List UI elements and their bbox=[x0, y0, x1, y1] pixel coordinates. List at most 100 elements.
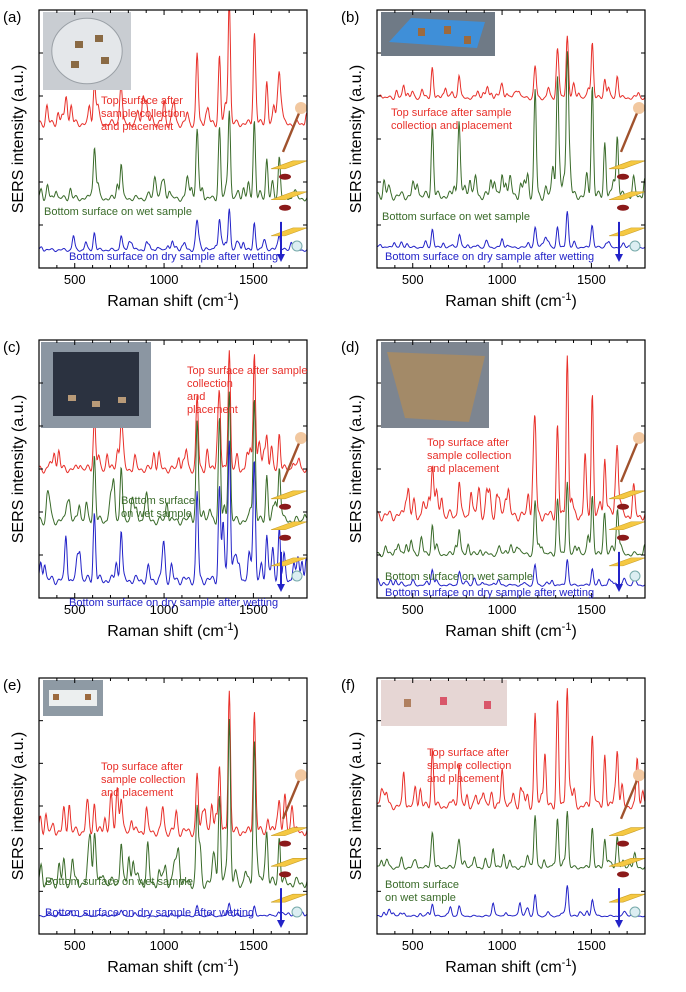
swab-stick bbox=[619, 442, 639, 483]
y-axis-label: SERS intensity (a.u.) bbox=[348, 395, 365, 544]
sample-drop bbox=[617, 840, 629, 847]
annotation-wet: on wet sample bbox=[121, 508, 192, 520]
x-axis-label-end: ) bbox=[571, 623, 576, 640]
series-wet-line bbox=[377, 811, 645, 870]
substrate-sheet bbox=[270, 521, 308, 531]
x-axis-label: Raman shift (cm-1) bbox=[107, 621, 239, 640]
sampling-schematic bbox=[608, 432, 646, 592]
annotation-wet: Bottom surface on wet sample bbox=[45, 876, 193, 888]
panel-label: (d) bbox=[341, 339, 359, 356]
x-tick-label: 1000 bbox=[150, 272, 179, 287]
series-wet-line bbox=[377, 51, 645, 202]
annotation-top: and placement bbox=[427, 773, 499, 785]
substrate-piece bbox=[85, 694, 91, 700]
sampling-schematic bbox=[608, 102, 646, 262]
panel-label: (f) bbox=[341, 677, 355, 694]
annotation-top: Top surface after bbox=[101, 761, 183, 773]
annotation-wet: Bottom surface on wet sample bbox=[385, 571, 533, 583]
substrate-piece bbox=[440, 697, 447, 705]
annotation-top: and placement bbox=[101, 121, 173, 133]
annotation-top: and bbox=[187, 391, 205, 403]
annotation-top: sample collection bbox=[101, 774, 185, 786]
substrate-piece bbox=[71, 61, 79, 68]
sample-photo bbox=[41, 342, 151, 428]
substrate-sheet bbox=[608, 827, 646, 836]
x-axis-label-main: Raman shift (cm bbox=[107, 959, 223, 976]
sample-photo bbox=[43, 680, 103, 716]
sample-drop bbox=[279, 840, 291, 847]
x-tick-label: 500 bbox=[402, 272, 424, 287]
sample-photo bbox=[381, 342, 489, 428]
x-axis-label-end: ) bbox=[233, 293, 238, 310]
substrate-sheet bbox=[608, 160, 646, 170]
petri-dish bbox=[51, 17, 123, 85]
x-axis-label: Raman shift (cm-1) bbox=[445, 291, 577, 310]
annotation-dry: Bottom surface on dry sample after wetti… bbox=[45, 907, 254, 919]
substrate-piece bbox=[404, 699, 411, 707]
x-axis-label-sup: -1 bbox=[562, 291, 572, 303]
wetting-arrowhead bbox=[615, 584, 623, 592]
annotation-dry: Bottom surface on dry sample after wetti… bbox=[385, 587, 594, 599]
series-dry-line bbox=[377, 211, 645, 249]
annotation-top: Top surface after bbox=[101, 95, 183, 107]
stone-sample bbox=[387, 352, 485, 422]
substrate-piece bbox=[118, 397, 126, 403]
x-axis-label-sup: -1 bbox=[224, 621, 234, 633]
substrate-piece bbox=[95, 35, 103, 42]
x-tick-label: 500 bbox=[64, 272, 86, 287]
substrate-piece bbox=[101, 57, 109, 64]
annotation-top: collection bbox=[187, 378, 233, 390]
x-axis-label-main: Raman shift (cm bbox=[445, 623, 561, 640]
wetting-arrowhead bbox=[615, 920, 623, 928]
y-axis-label: SERS intensity (a.u.) bbox=[10, 395, 27, 544]
y-axis-label: SERS intensity (a.u.) bbox=[348, 732, 365, 881]
x-axis-label-sup: -1 bbox=[562, 957, 572, 969]
sample-photo bbox=[43, 12, 131, 90]
panel-b: 500 1000 1500 (b) SERS intensity (a.u.) Raman… bbox=[341, 9, 646, 310]
sample-drop bbox=[617, 871, 629, 878]
annotation-dry: Bottom surface on dry sample after wetti… bbox=[69, 251, 278, 263]
wetting-arrowhead bbox=[277, 254, 285, 262]
x-tick-label: 1000 bbox=[150, 938, 179, 953]
x-axis-label-sup: -1 bbox=[224, 957, 234, 969]
substrate-sheet bbox=[608, 521, 646, 531]
x-tick-label: 500 bbox=[64, 938, 86, 953]
x-axis-label: Raman shift (cm-1) bbox=[445, 957, 577, 976]
annotation-top: and placement bbox=[427, 463, 499, 475]
sample-drop bbox=[617, 173, 629, 180]
x-tick-label: 1000 bbox=[488, 938, 517, 953]
sample-drop bbox=[617, 503, 629, 510]
series-dry-line bbox=[39, 902, 307, 918]
x-tick-label: 1500 bbox=[239, 272, 268, 287]
sample-photo bbox=[381, 680, 507, 726]
annotation-top: Top surface after sample bbox=[391, 107, 511, 119]
x-axis-label: Raman shift (cm-1) bbox=[107, 957, 239, 976]
wetting-arrowhead bbox=[615, 254, 623, 262]
substrate-piece bbox=[53, 694, 59, 700]
x-axis-label-sup: -1 bbox=[224, 291, 234, 303]
annotation-wet: Bottom surface bbox=[121, 495, 195, 507]
substrate-sheet bbox=[270, 160, 308, 170]
x-axis-label-end: ) bbox=[233, 623, 238, 640]
series-wet-line bbox=[377, 481, 645, 558]
substrate-sheet bbox=[608, 557, 646, 567]
swab-stick bbox=[281, 779, 301, 820]
x-axis-label-end: ) bbox=[571, 293, 576, 310]
hand bbox=[295, 102, 307, 115]
spray-bottle bbox=[629, 240, 641, 252]
x-axis-label: Raman shift (cm-1) bbox=[445, 621, 577, 640]
sample-drop bbox=[279, 534, 291, 541]
annotation-top: Top surface after bbox=[427, 747, 509, 759]
x-tick-label: 500 bbox=[64, 602, 86, 617]
series-dry-line bbox=[39, 208, 307, 253]
panel-c: 500 1000 1500 (c) SERS intensity (a.u.) Raman… bbox=[3, 339, 308, 640]
annotation-wet: Bottom surface on wet sample bbox=[382, 211, 530, 223]
panel-a: 500 1000 1500 (a) SERS intensity (a.u.) Raman… bbox=[3, 9, 308, 310]
spray-bottle bbox=[291, 906, 303, 918]
panel-label: (c) bbox=[3, 339, 21, 356]
x-axis-label-main: Raman shift (cm bbox=[107, 293, 223, 310]
series-top-line bbox=[39, 690, 307, 838]
hand bbox=[295, 432, 307, 445]
panel-d: 500 1000 1500 (d) SERS intensity (a.u.) Raman… bbox=[341, 339, 646, 640]
annotation-top: Top surface after bbox=[427, 437, 509, 449]
